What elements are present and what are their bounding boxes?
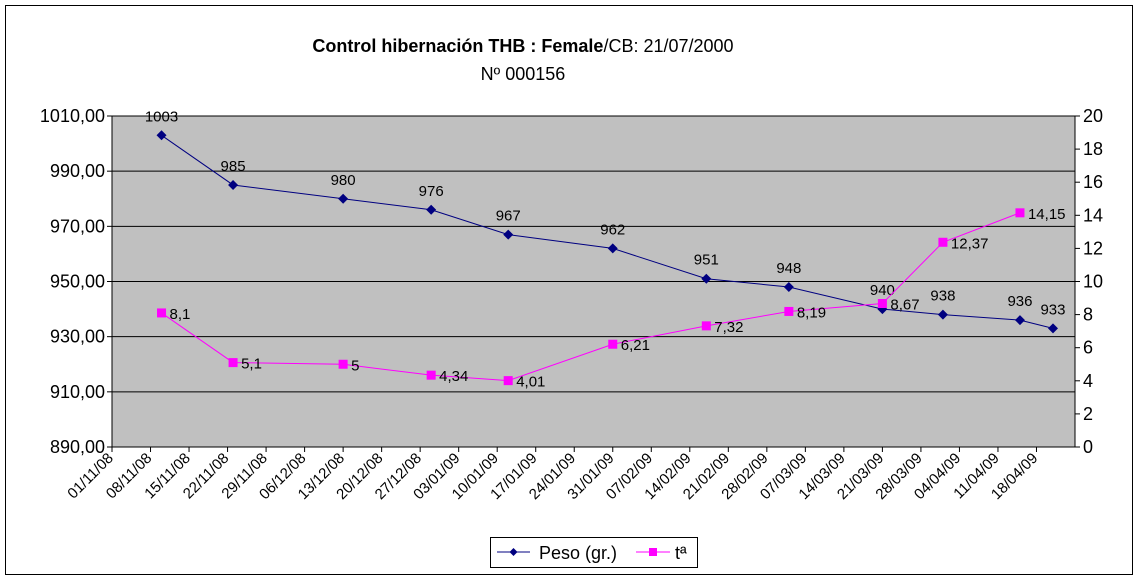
y2-tick-label: 16 [1083, 172, 1103, 192]
data-label-peso: 985 [221, 158, 246, 175]
data-label-temp: 8,67 [890, 297, 919, 314]
y2-tick-label: 10 [1083, 272, 1103, 292]
data-point-peso [701, 273, 712, 284]
data-label-temp: 4,34 [439, 368, 468, 385]
data-point-peso [607, 243, 618, 254]
y2-tick-label: 4 [1083, 371, 1093, 391]
data-label-temp: 7,32 [714, 319, 743, 336]
data-point-temp [157, 308, 167, 318]
data-label-peso: 933 [1040, 301, 1065, 318]
y-tick-label: 930,00 [50, 327, 105, 347]
data-point-peso [503, 229, 514, 240]
series-line-0 [161, 134, 1054, 329]
y2-tick-label: 14 [1083, 205, 1103, 225]
data-label-temp: 6,21 [621, 337, 650, 354]
y-tick-label: 890,00 [50, 437, 105, 457]
chart-title: Control hibernación THB : Female/CB: 21/… [312, 36, 733, 56]
legend-diamond-icon [509, 548, 518, 556]
title-rest-part: /CB: 21/07/2000 [603, 36, 733, 56]
data-point-temp [701, 321, 711, 331]
data-point-peso [1047, 323, 1058, 334]
data-point-temp [338, 359, 348, 369]
data-point-temp [426, 370, 436, 380]
data-label-peso: 948 [776, 260, 801, 277]
y-tick-label: 950,00 [50, 272, 105, 292]
data-point-temp [784, 306, 794, 316]
data-label-peso: 940 [870, 282, 895, 299]
series-layer: 1003 985 980 976 967 962 951 948 940 938 936 933 8,1… [145, 108, 1066, 390]
legend-square-icon [649, 548, 657, 556]
legend: Peso (gr.) tª [490, 537, 698, 568]
data-label-temp: 5,1 [241, 356, 262, 373]
data-label-temp: 14,15 [1028, 206, 1066, 223]
title-bold-part: Control hibernación THB : Female [312, 36, 603, 56]
data-label-temp: 4,01 [516, 374, 545, 391]
y2-tick-label: 2 [1083, 404, 1093, 424]
data-point-temp [608, 339, 618, 349]
data-label-peso: 1003 [145, 108, 178, 125]
data-label-peso: 938 [930, 288, 955, 305]
chart-subtitle: Nº 000156 [481, 64, 566, 84]
data-label-peso: 976 [419, 183, 444, 200]
y-tick-label: 910,00 [50, 382, 105, 402]
data-label-temp: 12,37 [951, 235, 989, 252]
data-point-peso [426, 204, 437, 215]
data-point-peso [937, 309, 948, 320]
legend-label-temp: tª [675, 543, 687, 563]
data-point-temp [228, 358, 238, 368]
data-point-temp [938, 237, 948, 247]
y-tick-label: 1010,00 [40, 106, 105, 126]
data-label-peso: 951 [694, 252, 719, 269]
data-label-peso: 936 [1007, 293, 1032, 310]
data-point-temp [503, 376, 513, 386]
y-tick-label: 990,00 [50, 161, 105, 181]
data-label-temp: 8,19 [797, 304, 826, 321]
y2-tick-label: 8 [1083, 305, 1093, 325]
y2-tick-label: 18 [1083, 139, 1103, 159]
data-label-temp: 5 [351, 357, 359, 374]
gridlines [112, 170, 1075, 393]
data-point-peso [1014, 315, 1025, 326]
data-label-peso: 980 [331, 172, 356, 189]
data-point-temp [1015, 208, 1025, 218]
data-point-peso [228, 179, 239, 190]
data-point-peso [156, 130, 167, 141]
y2-tick-label: 12 [1083, 238, 1103, 258]
data-point-temp [877, 299, 887, 309]
y2-tick-label: 0 [1083, 437, 1093, 457]
data-label-peso: 967 [496, 208, 521, 225]
data-point-peso [338, 193, 349, 204]
y2-tick-label: 20 [1083, 106, 1103, 126]
data-label-temp: 8,1 [170, 306, 191, 323]
data-point-peso [783, 282, 794, 293]
legend-label-peso: Peso (gr.) [539, 543, 617, 563]
y-tick-label: 970,00 [50, 216, 105, 236]
data-label-peso: 962 [600, 221, 625, 238]
y2-tick-label: 6 [1083, 338, 1093, 358]
